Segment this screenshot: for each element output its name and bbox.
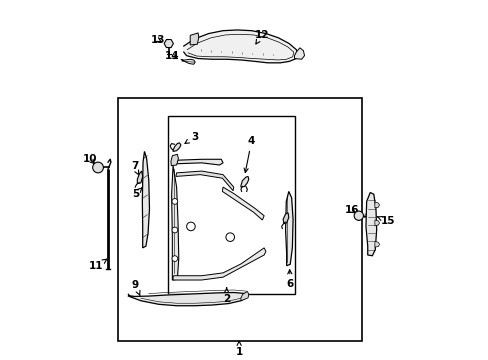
Bar	[167, 116, 294, 294]
Polygon shape	[172, 159, 223, 165]
Text: 14: 14	[164, 51, 179, 61]
Text: 16: 16	[344, 205, 358, 215]
Polygon shape	[374, 220, 379, 226]
Text: 11: 11	[89, 259, 106, 271]
Polygon shape	[171, 154, 178, 166]
Text: 2: 2	[223, 288, 230, 303]
Polygon shape	[294, 48, 304, 59]
Polygon shape	[181, 59, 195, 64]
Polygon shape	[142, 152, 149, 248]
Text: 12: 12	[254, 30, 268, 44]
Circle shape	[93, 162, 103, 173]
Text: 6: 6	[286, 270, 293, 289]
Circle shape	[186, 222, 195, 231]
Polygon shape	[164, 40, 173, 48]
Polygon shape	[137, 171, 142, 184]
Text: 1: 1	[235, 341, 242, 357]
Circle shape	[172, 256, 177, 261]
Polygon shape	[190, 33, 198, 45]
Text: 9: 9	[132, 280, 140, 296]
Polygon shape	[128, 293, 247, 306]
Polygon shape	[365, 193, 376, 256]
Text: 10: 10	[83, 154, 97, 164]
Text: 4: 4	[244, 136, 255, 172]
Circle shape	[225, 233, 234, 242]
Polygon shape	[173, 143, 181, 152]
Polygon shape	[374, 242, 379, 247]
Polygon shape	[171, 166, 179, 280]
Circle shape	[353, 211, 363, 220]
Polygon shape	[285, 192, 292, 266]
Polygon shape	[241, 292, 248, 301]
Text: 7: 7	[130, 161, 138, 175]
Text: 15: 15	[377, 216, 394, 226]
Text: 5: 5	[132, 188, 142, 199]
Polygon shape	[283, 213, 288, 224]
Polygon shape	[176, 171, 233, 191]
Polygon shape	[222, 187, 264, 220]
Text: 3: 3	[184, 132, 198, 144]
Bar	[118, 98, 362, 341]
Polygon shape	[173, 248, 265, 280]
Polygon shape	[374, 202, 379, 208]
Text: 13: 13	[150, 35, 165, 45]
Text: 8: 8	[285, 221, 292, 234]
Polygon shape	[183, 30, 298, 63]
Polygon shape	[241, 176, 248, 187]
Circle shape	[172, 227, 177, 233]
Circle shape	[172, 199, 177, 204]
